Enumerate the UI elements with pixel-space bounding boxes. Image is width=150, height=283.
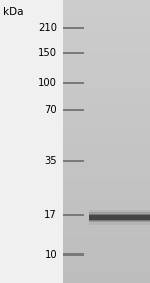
Text: 100: 100 (38, 78, 57, 88)
Bar (89, 215, 150, 220)
Text: 17: 17 (44, 210, 57, 220)
Text: 150: 150 (38, 48, 57, 58)
Bar (89, 214, 150, 221)
Bar (63, 82, 84, 84)
Text: kDa: kDa (3, 7, 24, 17)
Bar (89, 212, 150, 222)
Bar (63, 160, 84, 162)
Text: 70: 70 (44, 105, 57, 115)
Bar (63, 52, 84, 54)
Bar (63, 253, 84, 256)
Bar (63, 214, 84, 216)
Bar (63, 27, 84, 29)
Bar (89, 210, 150, 225)
Bar (63, 109, 84, 111)
Text: 10: 10 (44, 250, 57, 260)
Text: 35: 35 (44, 156, 57, 166)
Text: 210: 210 (38, 23, 57, 33)
